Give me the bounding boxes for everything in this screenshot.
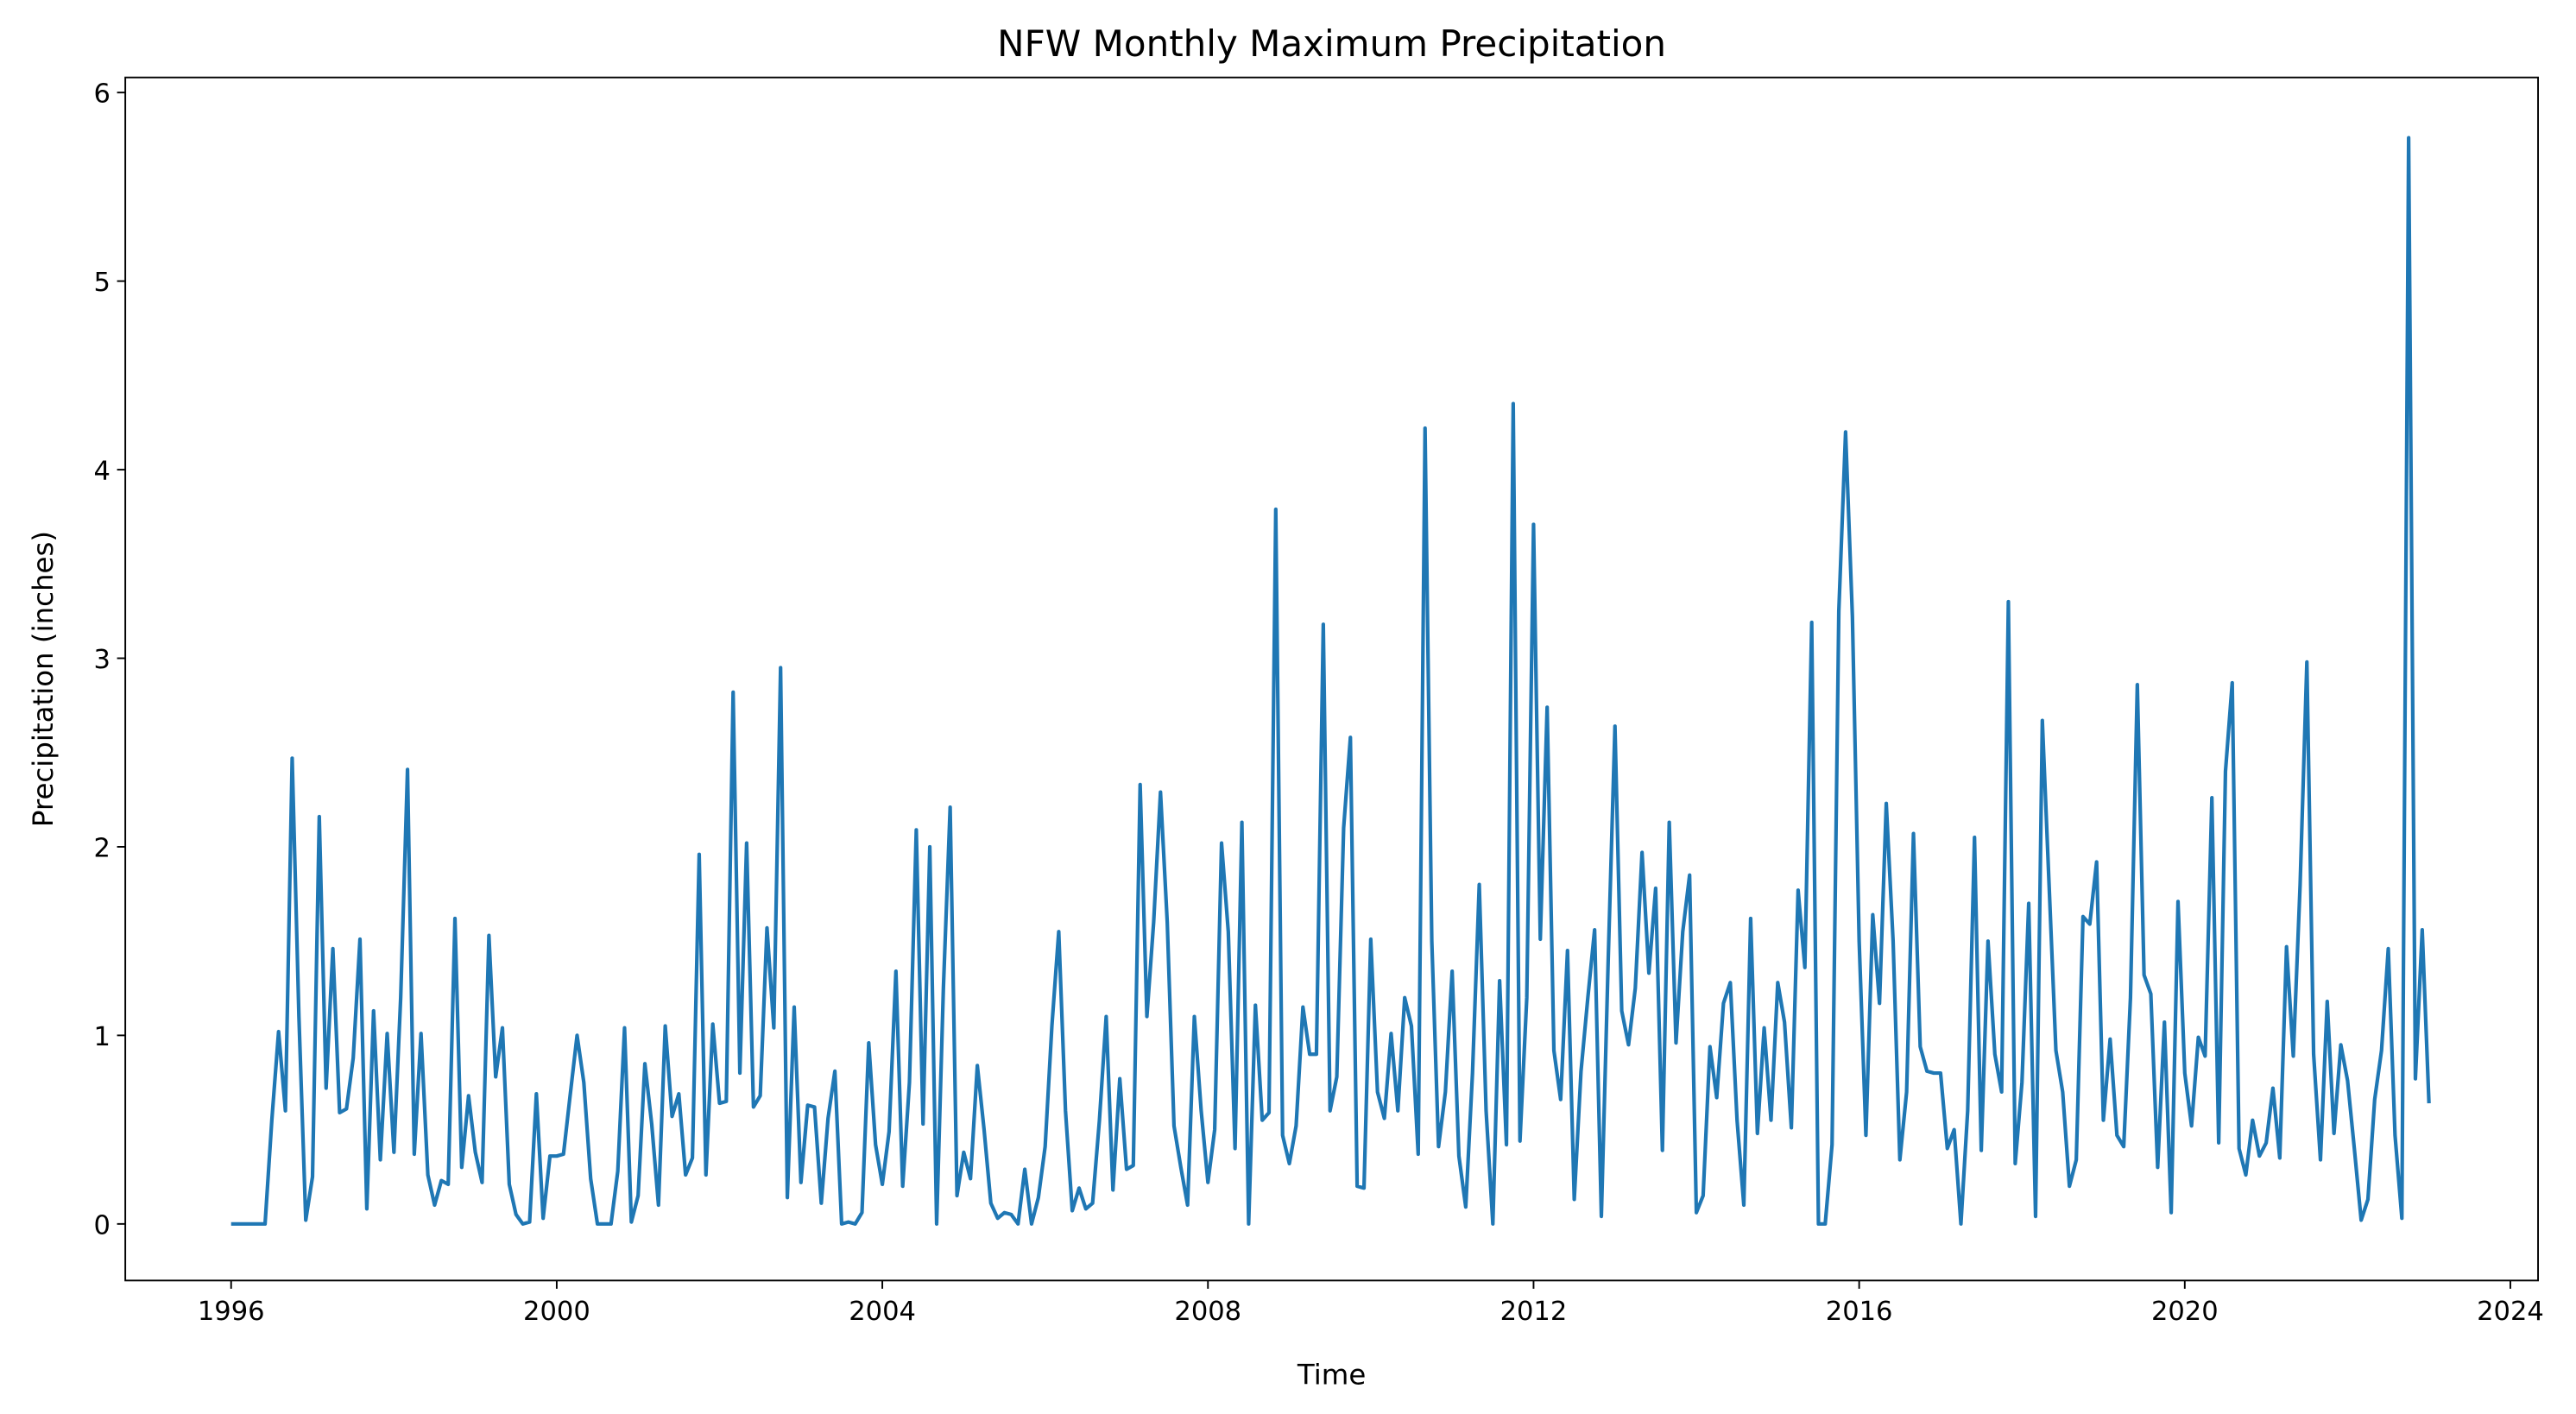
plot-frame [124, 76, 2539, 1282]
x-tick-label: 2024 [2477, 1297, 2544, 1327]
y-tick-label: 5 [94, 268, 110, 298]
x-tick-label: 2016 [1826, 1297, 1893, 1327]
y-tick-label: 0 [94, 1210, 110, 1240]
data-line [230, 136, 2431, 1226]
y-tick-label: 3 [94, 645, 110, 675]
x-axis-label: Time [1297, 1359, 1366, 1392]
chart-title: NFW Monthly Maximum Precipitation [997, 22, 1666, 65]
x-tick-label: 2008 [1174, 1297, 1241, 1327]
x-tick-label: 2004 [849, 1297, 916, 1327]
x-tick-label: 2012 [1500, 1297, 1568, 1327]
y-tick-label: 4 [94, 457, 110, 487]
y-tick-label: 2 [94, 833, 110, 863]
y-axis-label: Precipitation (inches) [27, 531, 60, 827]
x-tick-label: 2000 [523, 1297, 590, 1327]
x-tick-label: 1996 [198, 1297, 265, 1327]
y-tick-label: 6 [94, 79, 110, 110]
x-tick-label: 2020 [2151, 1297, 2219, 1327]
y-tick-label: 1 [94, 1022, 110, 1052]
